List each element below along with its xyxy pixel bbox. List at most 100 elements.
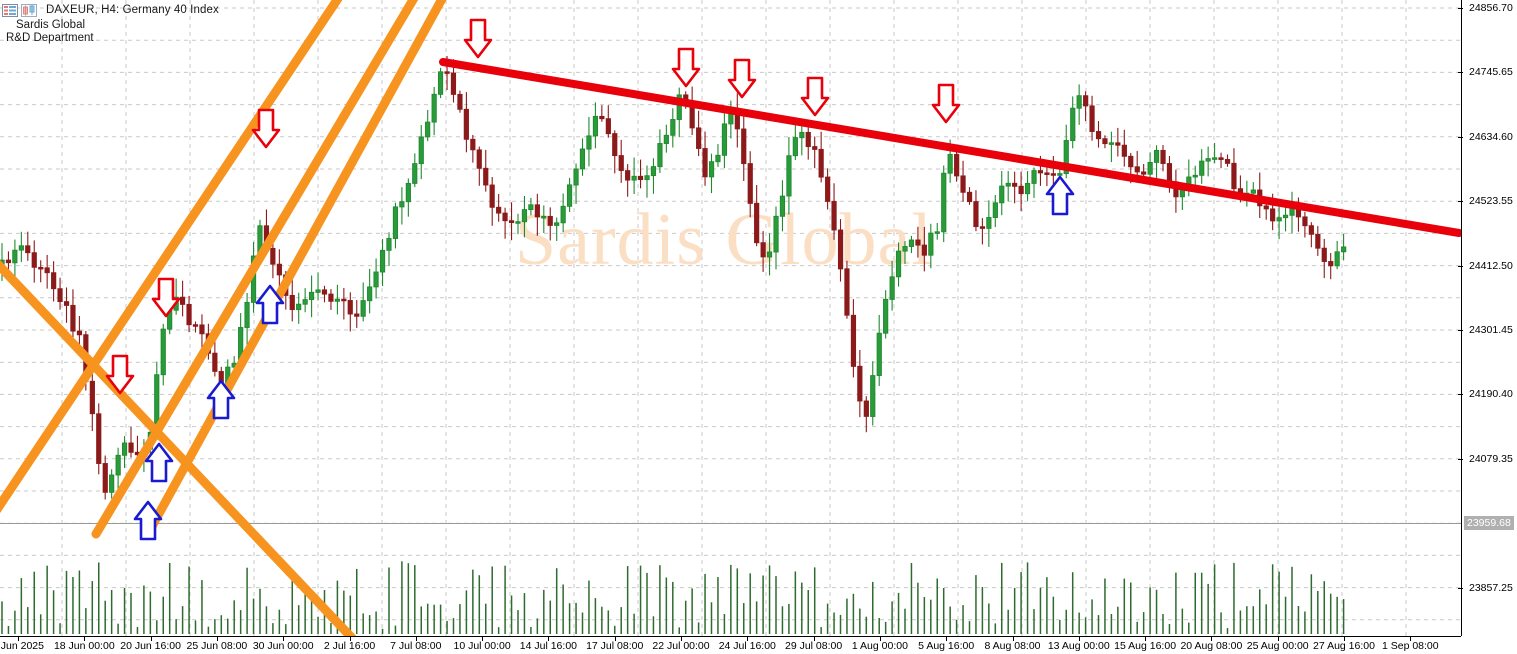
- price-axis-label: 24190.40: [1469, 388, 1513, 401]
- candle-body: [895, 250, 902, 278]
- candle-body: [270, 247, 276, 265]
- price-axis-tick: [1458, 8, 1463, 9]
- candle-body: [386, 238, 392, 251]
- time-axis-label: 1 Sep 08:00: [1381, 640, 1439, 652]
- candle-body: [1012, 182, 1018, 187]
- candle-body: [547, 215, 553, 226]
- sell-signal-arrow[interactable]: [671, 47, 701, 88]
- candle-body: [908, 239, 915, 247]
- time-axis[interactable]: 3 Jun 2025 18 Jun 00:00 20 Jun 16:00 25 Jun…: [0, 636, 1461, 654]
- time-axis-label: 27 Aug 16:00: [1313, 640, 1375, 652]
- candle-body: [947, 154, 953, 174]
- candle-body: [1031, 170, 1037, 184]
- candle-body: [670, 119, 676, 136]
- buy-signal-arrow[interactable]: [144, 442, 174, 483]
- candle-body: [1250, 189, 1256, 194]
- candle-body: [1018, 185, 1024, 195]
- candle-body: [779, 195, 786, 217]
- time-axis-tick: [879, 636, 881, 641]
- candle-body: [708, 161, 715, 178]
- time-axis-label: 22 Jul 00:00: [652, 640, 710, 652]
- candle-body: [12, 249, 18, 264]
- buy-signal-arrow[interactable]: [206, 379, 236, 420]
- time-axis-label: 7 Jul 08:00: [390, 640, 442, 652]
- candle-body: [96, 413, 102, 464]
- candle-body: [1147, 161, 1153, 175]
- candle-body: [979, 226, 986, 229]
- channel-line-lower[interactable]: [145, 0, 448, 535]
- channel-line-upper[interactable]: [0, 0, 345, 520]
- candle-body: [618, 155, 624, 171]
- time-axis-tick: [813, 636, 815, 641]
- candle-body: [1315, 233, 1321, 249]
- candle-body: [966, 191, 973, 203]
- buy-signal-arrow[interactable]: [1045, 175, 1075, 216]
- candle-body: [1224, 159, 1231, 164]
- candle-body: [1089, 105, 1095, 132]
- sell-signal-arrow[interactable]: [800, 76, 830, 117]
- trendline-overlay[interactable]: [0, 0, 1461, 636]
- candle-body: [573, 168, 579, 186]
- time-axis-tick: [415, 636, 417, 641]
- candle-body: [999, 185, 1005, 204]
- time-axis-label: 13 Aug 00:00: [1047, 640, 1110, 652]
- buy-signal-arrow[interactable]: [133, 500, 163, 541]
- time-axis-label: 14 Jul 16:00: [519, 640, 577, 652]
- candle-body: [450, 72, 457, 95]
- candle-body: [128, 442, 134, 453]
- resistance-trendline[interactable]: [439, 58, 1461, 237]
- candle-body: [418, 136, 424, 165]
- chart-plot-area[interactable]: Sardis Global: [0, 0, 1461, 636]
- buy-signal-arrow[interactable]: [255, 284, 285, 325]
- candle-body: [915, 239, 921, 246]
- candle-body: [747, 163, 753, 204]
- time-axis-tick: [1145, 636, 1147, 641]
- price-axis[interactable]: 24856.70 24745.65 24634.60 24523.55 24412.50…: [1458, 0, 1517, 636]
- candle-body: [70, 304, 76, 332]
- time-axis-tick: [150, 636, 152, 641]
- candle-body: [870, 375, 876, 417]
- candle-body: [1212, 157, 1218, 160]
- candle-body: [1115, 142, 1121, 146]
- candle-body: [18, 245, 24, 251]
- time-axis-label: 20 Aug 08:00: [1180, 640, 1243, 652]
- candle-body: [766, 251, 773, 258]
- candle-body: [502, 212, 508, 222]
- candle-body: [373, 271, 379, 288]
- candle-body: [444, 71, 450, 74]
- sell-signal-arrow[interactable]: [727, 58, 757, 99]
- signal-arrows[interactable]: [0, 0, 1461, 636]
- candle-body: [566, 184, 573, 207]
- time-axis-label: 29 Jul 08:00: [784, 640, 843, 652]
- candle-body: [379, 249, 386, 273]
- candle-body: [1063, 140, 1069, 174]
- candle-body: [315, 289, 321, 293]
- price-axis-tick: [1458, 394, 1463, 396]
- candle-body: [199, 324, 205, 335]
- sell-signal-arrow[interactable]: [105, 354, 135, 395]
- sell-signal-arrow[interactable]: [251, 108, 281, 149]
- candle-body: [1121, 144, 1127, 157]
- candle-body: [51, 272, 57, 290]
- candle-body: [883, 298, 889, 334]
- candlestick-series: [0, 56, 1347, 634]
- candle-body: [676, 94, 682, 120]
- price-axis-tick: [1458, 201, 1463, 203]
- time-axis-label: 17 Jul 08:00: [586, 640, 644, 652]
- candle-body: [1302, 216, 1308, 227]
- candle-body: [1160, 149, 1166, 164]
- sell-signal-arrow[interactable]: [931, 83, 961, 124]
- chart-grid: [0, 0, 1461, 636]
- sell-signal-arrow[interactable]: [463, 18, 493, 59]
- candle-body: [334, 298, 340, 302]
- channel-line-middle[interactable]: [91, 0, 420, 539]
- candle-body: [837, 229, 844, 270]
- candle-body: [192, 324, 199, 327]
- candle-body: [663, 134, 669, 144]
- channel-line-descending[interactable]: [0, 258, 357, 636]
- candle-body: [463, 108, 469, 140]
- sell-signal-arrow[interactable]: [151, 277, 181, 318]
- current-price-tag: 23959.68: [1464, 516, 1514, 531]
- candle-body: [1134, 166, 1140, 173]
- candle-body: [528, 204, 534, 211]
